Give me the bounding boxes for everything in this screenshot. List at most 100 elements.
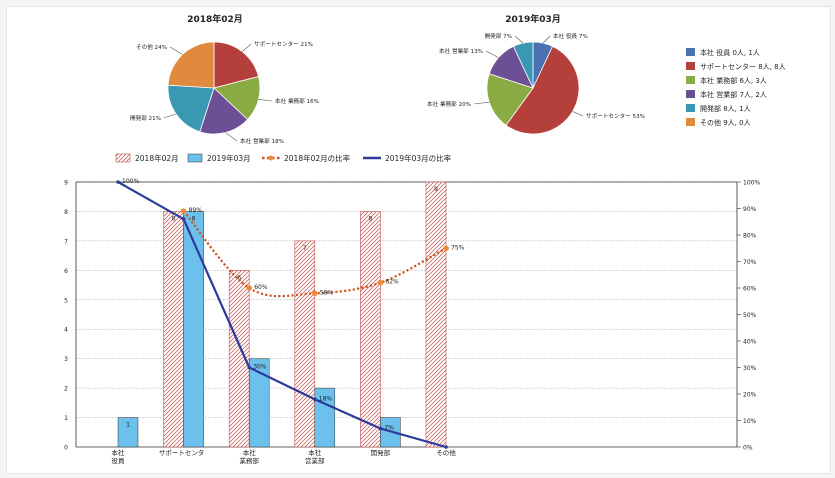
legend-swatch-2018-02 [115, 153, 131, 163]
x-tick-label: サポートセンタ [159, 448, 205, 457]
legend-label-2019-03: 2019年03月 [207, 153, 251, 163]
x-tick-label: 本社 [112, 448, 126, 457]
bar-2018-02-label: 8 [368, 215, 372, 222]
x-tick-label: 本社 [243, 448, 257, 457]
pie-legend-swatch [686, 104, 695, 112]
y-tick-label: 2 [64, 386, 68, 393]
marker-ratio-2018-02 [246, 285, 252, 291]
bar-2018-02 [425, 181, 447, 448]
pie-legend-label: 開発部 8人, 1人 [700, 104, 751, 113]
y-tick-label: 5 [64, 297, 68, 304]
bar-2018-02-label: 9 [434, 186, 438, 193]
label-ratio-2018-02: 89% [189, 207, 203, 214]
y-tick-label: 0 [64, 445, 68, 452]
pie-slice-label: 本社 営業部 18% [240, 137, 284, 145]
label-ratio-2019-03: 30% [253, 364, 267, 371]
bar-legend: 2018年02月 2019年03月 2018年02月の比率 2019年03月の比… [115, 153, 452, 163]
pie2-title: 2019年03月 [505, 13, 561, 25]
y2-tick-label: 50% [743, 312, 757, 319]
bar-2019-03 [314, 387, 336, 448]
x-tick-label: 営業部 [305, 456, 325, 465]
pie-legend-swatch [686, 76, 695, 84]
pie-legend-label: 本社 役員 0人, 1人 [700, 48, 760, 57]
pie-chart-2019-03: 本社 役員 7% サポートセンター 53% 本社 業務部 20% 本社 営業部 13%… [427, 32, 645, 135]
pie-leader-line [473, 101, 490, 105]
label-ratio-2019-03: 7% [384, 424, 394, 431]
marker-ratio-2019-03 [247, 365, 251, 370]
y-tick-label: 3 [64, 356, 68, 363]
y-tick-label: 9 [64, 180, 68, 187]
bar-2018-02-label: 8 [172, 215, 176, 222]
y-tick-label: 1 [64, 415, 68, 422]
pie-legend-label: 本社 業務部 6人, 3人 [700, 76, 767, 85]
pie-slice-label: 本社 業務部 20% [427, 100, 471, 108]
pie-slice [167, 41, 215, 89]
label-ratio-2018-02: 58% [320, 289, 334, 296]
y-tick-label: 4 [64, 327, 68, 334]
y2-tick-label: 60% [743, 286, 757, 293]
y2-tick-label: 90% [743, 206, 757, 213]
y2-tick-label: 0% [743, 445, 753, 452]
pie-slice-label: 本社 業務部 16% [275, 97, 319, 105]
label-ratio-2019-03: 100% [122, 178, 139, 185]
y-tick-label: 7 [64, 238, 68, 245]
label-ratio-2019-03: 18% [319, 395, 333, 402]
bar-2018-02 [294, 240, 316, 448]
x-tick-label: その他 [436, 448, 456, 457]
y-tick-label: 6 [64, 268, 68, 275]
bar-2019-03 [248, 358, 270, 448]
pie-legend-label: サポートセンター 8人, 8人 [700, 62, 786, 71]
pie-legend-swatch [686, 118, 695, 126]
y2-tick-label: 70% [743, 259, 757, 266]
bar-line-combo-chart: 01234567890%10%20%30%40%50%60%70%80%90%1… [64, 178, 760, 465]
bar-2019-03-label: 1 [126, 422, 130, 429]
line-ratio-2019-03 [117, 181, 447, 449]
pie-leader-line [485, 50, 499, 58]
y2-tick-label: 20% [743, 392, 757, 399]
x-tick-label: 本社 [308, 448, 322, 457]
x-tick-label: 業務部 [239, 456, 259, 465]
bar-2018-02 [163, 211, 184, 448]
legend-label-ratio-2019-03: 2019年03月の比率 [385, 153, 452, 163]
y2-tick-label: 40% [743, 339, 757, 346]
y2-tick-label: 100% [743, 180, 760, 187]
pie-slice-label: 開発部 7% [485, 32, 512, 40]
pie-leader-line [514, 35, 524, 44]
pie-legend-swatch [686, 48, 695, 56]
pie-slice-label: 本社 役員 7% [553, 32, 588, 40]
legend-label-ratio-2018-02: 2018年02月の比率 [284, 153, 351, 163]
bar-2018-02-label: 6 [237, 274, 241, 281]
legend-marker-ratio-2018-02 [268, 155, 274, 161]
pie-legend-swatch [686, 90, 695, 98]
bar-2018-02 [360, 211, 381, 448]
pie-leader-line [542, 35, 551, 44]
pie1-title: 2018年02月 [187, 13, 243, 25]
pie-leader-line [169, 46, 183, 55]
label-ratio-2018-02: 75% [451, 244, 465, 251]
pie-slice [213, 76, 261, 121]
pie-leader-line [225, 132, 238, 142]
bar-2019-03 [117, 417, 139, 448]
x-tick-label: 役員 [112, 456, 126, 465]
label-ratio-2018-02: 62% [385, 279, 399, 286]
marker-ratio-2019-03 [313, 397, 317, 402]
pie-slice-label: その他 24% [136, 43, 167, 51]
pie-leader-line [163, 113, 177, 119]
pie-leader-line [572, 111, 584, 117]
pie-leader-line [258, 99, 273, 102]
pie-slice [505, 45, 580, 135]
y2-tick-label: 30% [743, 365, 757, 372]
pie-legend-label: その他 9人, 0人 [700, 118, 751, 127]
pie-slice-label: 開発部 21% [130, 114, 161, 122]
bar-2019-03 [183, 211, 204, 448]
marker-ratio-2019-03 [444, 445, 448, 449]
legend-label-2018-02: 2018年02月 [135, 153, 179, 163]
pie-slice-label: サポートセンター 53% [586, 112, 645, 120]
pie-slice [167, 84, 215, 133]
bar-2019-03-label: 8 [192, 215, 196, 222]
pie-legend-label: 本社 営業部 7人, 2人 [700, 90, 767, 99]
label-ratio-2018-02: 60% [254, 284, 268, 291]
marker-ratio-2018-02 [312, 290, 318, 297]
y-tick-label: 8 [64, 209, 68, 216]
